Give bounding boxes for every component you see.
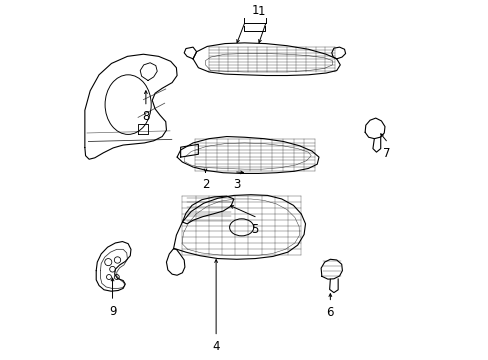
Text: 3: 3 [232, 179, 240, 192]
Text: 1: 1 [257, 5, 264, 18]
Text: 5: 5 [251, 223, 258, 236]
Text: 9: 9 [108, 305, 116, 318]
Text: 1: 1 [251, 4, 258, 17]
Text: 6: 6 [326, 306, 333, 319]
Text: 2: 2 [202, 179, 209, 192]
Text: 8: 8 [142, 110, 149, 123]
Text: 4: 4 [212, 340, 220, 353]
Text: 7: 7 [382, 147, 389, 160]
